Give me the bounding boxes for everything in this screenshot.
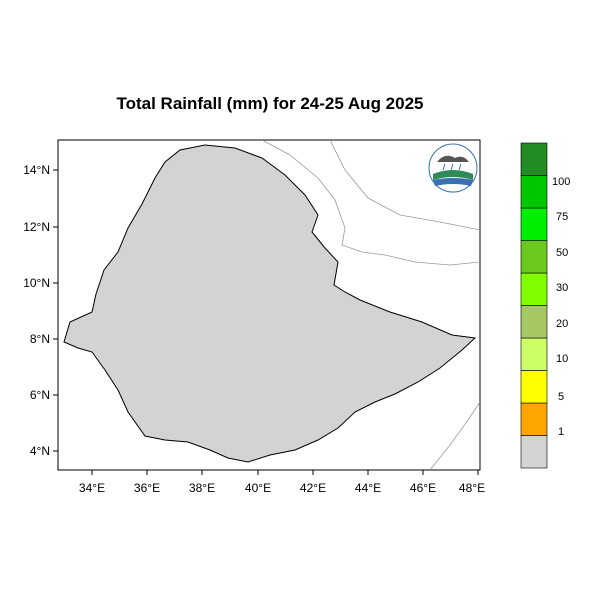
x-tick-label: 46°E	[410, 481, 436, 495]
colorbar-label: 30	[556, 282, 568, 294]
y-axis: 14°N 12°N 10°N 8°N 6°N 4°N	[23, 163, 58, 458]
colorbar-label: 100	[552, 176, 570, 188]
colorbar-box	[520, 142, 548, 176]
colorbar-label: 5	[558, 391, 564, 403]
x-tick-label: 36°E	[134, 481, 160, 495]
colorbar-box	[520, 305, 548, 339]
x-axis: 34°E 36°E 38°E 40°E 42°E 44°E 46°E 48°E	[79, 470, 485, 495]
x-tick-label: 44°E	[355, 481, 381, 495]
ethiopian-meteorology-logo	[428, 143, 478, 193]
colorbar-box	[520, 240, 548, 274]
y-tick-label: 14°N	[23, 163, 50, 177]
colorbar-box	[520, 337, 548, 371]
coastline-south	[429, 401, 480, 470]
coastline-north	[261, 140, 480, 266]
x-tick-label: 38°E	[189, 481, 215, 495]
colorbar-label: 1	[558, 426, 564, 438]
x-tick-label: 34°E	[79, 481, 105, 495]
colorbar-box	[520, 272, 548, 306]
y-tick-label: 12°N	[23, 220, 50, 234]
x-tick-label: 48°E	[459, 481, 485, 495]
x-tick-label: 42°E	[300, 481, 326, 495]
y-tick-label: 4°N	[30, 444, 50, 458]
colorbar-label: 75	[556, 211, 568, 223]
colorbar-labels: 1 5 10 20 30 50 75 100	[552, 176, 570, 438]
colorbar-box	[520, 435, 548, 469]
y-tick-label: 8°N	[30, 332, 50, 346]
y-tick-label: 10°N	[23, 276, 50, 290]
map-title: Total Rainfall (mm) for 24-25 Aug 2025	[116, 94, 424, 113]
colorbar-box	[520, 402, 548, 436]
colorbar-box	[520, 370, 548, 404]
colorbar-box	[520, 175, 548, 209]
y-tick-label: 6°N	[30, 388, 50, 402]
map-area	[63, 140, 480, 470]
colorbar-box	[520, 207, 548, 241]
x-tick-label: 40°E	[245, 481, 271, 495]
colorbar-label: 20	[556, 318, 568, 330]
coastline-gulf	[329, 140, 480, 231]
colorbar-label: 50	[556, 247, 568, 259]
colorbar	[520, 142, 548, 469]
colorbar-label: 10	[556, 353, 568, 365]
